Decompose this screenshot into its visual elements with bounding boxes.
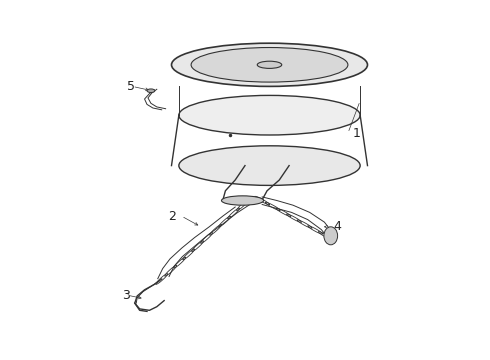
Text: 3: 3 xyxy=(122,289,130,302)
Ellipse shape xyxy=(179,95,360,135)
Ellipse shape xyxy=(191,48,348,82)
Ellipse shape xyxy=(221,196,264,205)
Text: 5: 5 xyxy=(127,80,135,93)
Ellipse shape xyxy=(147,89,155,93)
Ellipse shape xyxy=(257,61,282,68)
Ellipse shape xyxy=(172,43,368,86)
Text: 4: 4 xyxy=(333,220,341,233)
Ellipse shape xyxy=(179,146,360,185)
Text: 2: 2 xyxy=(169,210,176,222)
Ellipse shape xyxy=(324,227,338,245)
Text: 1: 1 xyxy=(353,127,361,140)
